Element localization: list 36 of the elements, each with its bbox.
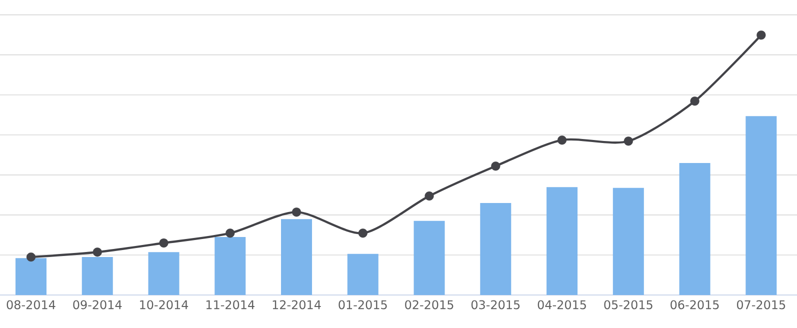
bar — [281, 219, 312, 295]
bar — [679, 162, 710, 295]
bar — [16, 258, 46, 295]
bar — [148, 252, 180, 295]
point — [292, 208, 302, 217]
bar — [612, 188, 644, 295]
bar — [214, 237, 246, 295]
point — [690, 96, 700, 106]
point — [491, 162, 500, 171]
x-tick-label: 08-2014 — [6, 300, 56, 310]
point — [557, 136, 567, 145]
x-tick-label: 09-2014 — [73, 300, 122, 310]
point — [424, 191, 434, 201]
point — [159, 238, 168, 248]
point — [756, 30, 766, 40]
point — [226, 228, 235, 238]
bar — [546, 187, 578, 295]
x-tick-label: 12-2014 — [272, 300, 321, 310]
bar — [480, 202, 512, 295]
x-tick-label: 05-2015 — [604, 300, 652, 310]
point — [358, 228, 368, 238]
x-tick-label: 02-2015 — [405, 300, 454, 310]
bar — [746, 116, 777, 295]
x-tick-label: 03-2015 — [471, 300, 520, 310]
bar — [414, 220, 445, 295]
point — [92, 248, 102, 257]
bar — [347, 254, 378, 295]
point — [26, 252, 36, 262]
x-tick-label: 06-2015 — [670, 300, 719, 310]
x-tick-label: 01-2015 — [338, 300, 387, 310]
point — [624, 136, 633, 146]
x-tick-label: 04-2015 — [538, 300, 586, 310]
x-tick-label: 07-2015 — [736, 300, 786, 310]
x-tick-label: 11-2014 — [206, 300, 254, 310]
bar — [82, 257, 113, 295]
x-tick-label: 10-2014 — [140, 300, 188, 310]
